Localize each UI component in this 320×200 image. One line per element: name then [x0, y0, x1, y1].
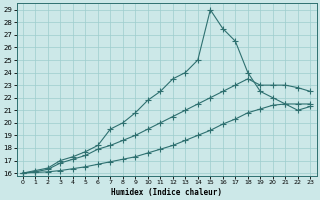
X-axis label: Humidex (Indice chaleur): Humidex (Indice chaleur)	[111, 188, 222, 197]
